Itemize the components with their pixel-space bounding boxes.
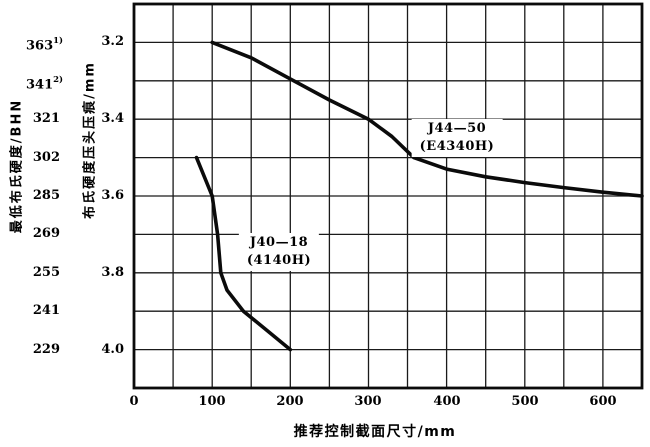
y-tick-bhn: 3412) <box>26 75 64 93</box>
x-tick-label: 600 <box>589 394 617 409</box>
y-tick-bhn: 269 <box>32 226 60 241</box>
y-tick-mm: 3.4 <box>101 111 124 126</box>
x-tick-label: 300 <box>354 394 382 409</box>
y-tick-bhn: 321 <box>32 111 60 126</box>
y-tick-mm: 3.6 <box>101 188 124 203</box>
series-curves <box>194 40 644 352</box>
y-tick-mm: 3.2 <box>101 34 124 49</box>
y-tick-bhn: 255 <box>32 265 60 280</box>
series-label-1: J40—18 (4140H) <box>238 233 320 271</box>
plot-border <box>132 2 644 390</box>
y-tick-bhn: 3631) <box>26 36 64 54</box>
x-axis-title: 推荐控制截面尺寸/mm <box>293 424 457 440</box>
x-tick-label: 0 <box>129 394 139 409</box>
x-tick-label: 100 <box>198 394 226 409</box>
y-tick-bhn: 285 <box>32 188 60 203</box>
grid-lines <box>133 3 643 389</box>
y-tick-bhn: 302 <box>32 150 60 165</box>
x-tick-label: 200 <box>276 394 304 409</box>
y-tick-bhn: 229 <box>32 342 60 357</box>
y-axis-title-bhn: 最低布氏硬度/BHN <box>9 98 25 234</box>
x-tick-label: 400 <box>433 394 461 409</box>
x-tick-label: 500 <box>511 394 539 409</box>
y-tick-mm: 3.8 <box>101 265 124 280</box>
y-tick-bhn: 241 <box>32 303 60 318</box>
y-tick-mm: 4.0 <box>101 342 124 357</box>
series-label-0: J44—50 (E4340H) <box>411 119 503 157</box>
